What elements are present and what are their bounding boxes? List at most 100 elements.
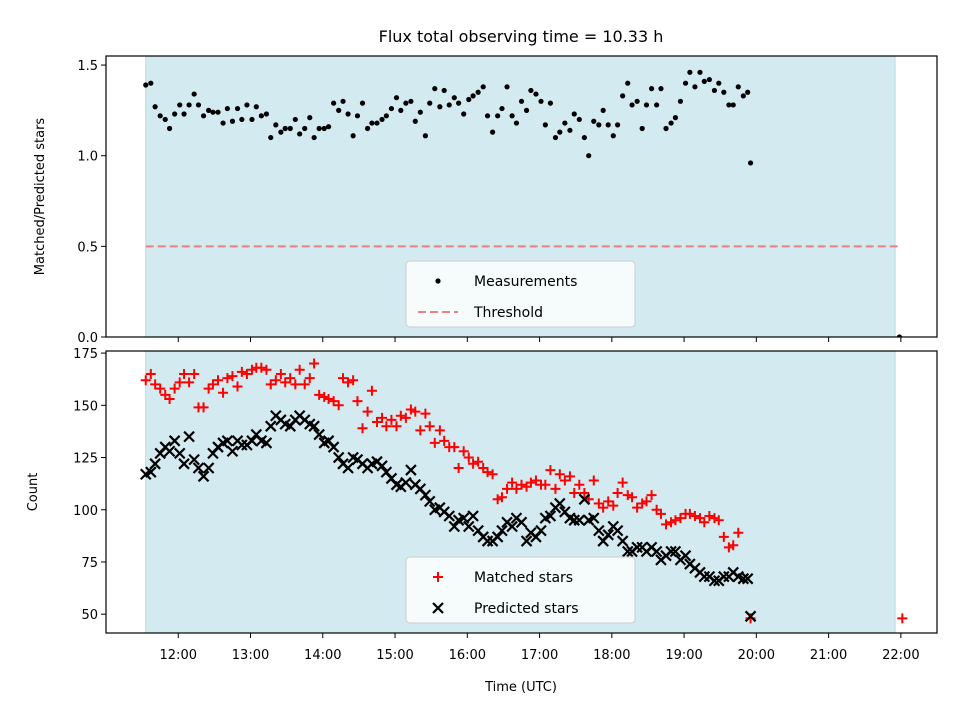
matched-star-point [270,375,281,386]
ratio-legend-swatch [435,278,441,284]
ratio-panel: 0.0 0.5 1.0 1.5 Matched/Predicted stars Measu… [33,55,938,346]
measurement-point [437,104,443,110]
predicted-star-point [631,541,643,554]
measurement-point [735,84,741,90]
measurement-point [148,80,154,86]
measurement-point [466,96,472,103]
measurement-point [552,134,559,141]
matched-star-point [622,490,633,501]
matched-star-point [439,435,450,446]
measurement-point [239,116,245,123]
predicted-star-point [616,535,629,547]
predicted-star-point [221,435,234,447]
measurement-point [321,125,327,132]
matched-star-point [632,502,643,513]
predicted-star-point [578,493,591,506]
predicted-star-point [462,520,475,533]
x-tick-label: 19:00 [665,648,702,663]
matched-star-point [357,423,368,434]
measurement-point [157,113,163,119]
matched-star-point [343,377,354,388]
matched-star-point [453,462,464,473]
matched-star-point [429,437,440,448]
measurement-point [143,82,149,88]
matched-star-point [304,373,315,384]
predicted-star-point [423,495,436,508]
measurement-point [489,129,496,135]
matched-star-point [646,490,657,501]
measurement-point [244,102,250,108]
predicted-star-point [168,435,181,447]
measurement-point [542,122,548,128]
measurement-point [215,109,221,115]
measurement-point [249,116,255,123]
predicted-star-point [313,428,325,441]
measurement-point [605,122,611,128]
matched-star-point [507,477,518,488]
measurement-point [581,134,587,141]
matched-star-point [338,373,349,384]
measurement-point [658,86,664,92]
measurement-point [186,102,192,108]
measurement-point [692,84,698,90]
matched-star-point [169,383,180,394]
measurement-point [677,98,684,104]
measurement-point [374,120,380,126]
counts-y-tick-label: 50 [81,608,98,623]
counts-frame [105,350,938,634]
measurement-point [336,107,342,113]
measurement-point [282,125,288,132]
counts-plot-area [139,358,908,624]
predicted-star-point [145,466,157,478]
measurement-point [716,80,722,86]
measurement-point [629,102,635,108]
ratio-legend: Measurements Threshold [405,260,636,328]
predicted-star-point [400,476,412,489]
measurement-point [417,109,423,115]
predicted-star-point [376,460,388,472]
measurement-point [263,111,270,117]
measurement-point [634,98,640,104]
ratio-y-tick-label: 1.0 [77,150,98,165]
measurement-point [350,133,356,139]
matched-star-point [530,475,541,486]
measurement-point [393,95,400,101]
matched-star-point [728,540,739,551]
predicted-star-point [587,512,600,524]
matched-star-point [145,368,156,379]
measurement-point [896,334,903,337]
matched-star-point [410,406,421,417]
measurement-point [721,89,727,95]
matched-star-point [328,396,339,407]
predicted-star-point [264,420,277,432]
counts-legend-label: Predicted stars [474,601,579,617]
matched-star-point [550,483,561,494]
matched-star-point [502,483,513,494]
matched-star-point [424,421,435,432]
predicted-star-point [602,529,614,541]
measurement-point [480,84,486,90]
matched-star-point [213,375,224,386]
matched-star-point [285,373,296,384]
matched-star-point [415,425,426,436]
measurement-point [610,133,616,139]
matched-star-point [198,402,209,413]
measurement-point [345,111,351,117]
predicted-star-point [737,572,750,585]
measurement-point [258,113,264,119]
predicted-star-point [744,610,757,623]
measurement-point [639,125,645,132]
measurement-point [331,100,337,106]
predicted-star-point [708,575,721,587]
measurement-point [576,116,582,123]
matched-star-point [608,500,619,511]
matched-star-point [684,508,695,519]
measurement-point [162,116,168,123]
x-tick-label: 22:00 [882,648,919,663]
x-tick-label: 18:00 [593,648,630,663]
measurement-point [557,129,563,135]
predicted-star-point [718,570,730,583]
measurement-point [533,91,539,97]
matched-star-point [617,477,628,488]
